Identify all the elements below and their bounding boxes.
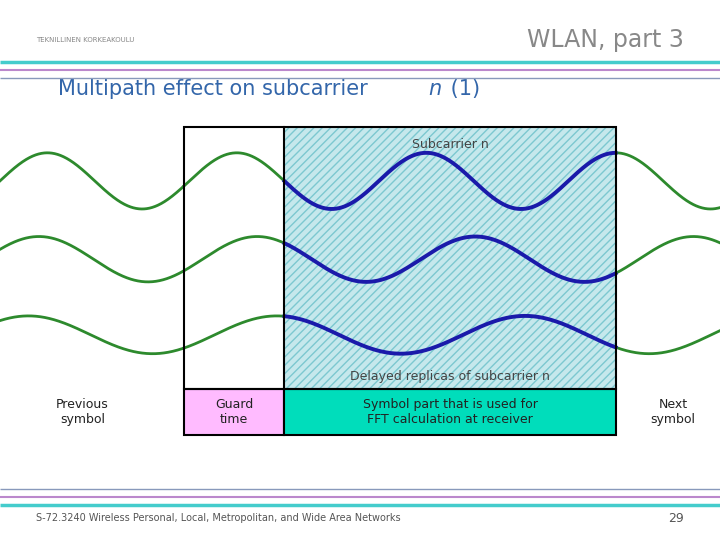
Text: 29: 29	[668, 512, 684, 525]
Text: TEKNILLINEN KORKEAKOULU: TEKNILLINEN KORKEAKOULU	[36, 37, 135, 44]
Bar	[184, 389, 284, 435]
Text: Multipath effect on subcarrier: Multipath effect on subcarrier	[58, 79, 374, 99]
Text: WLAN, part 3: WLAN, part 3	[527, 29, 684, 52]
Bar	[184, 127, 616, 389]
Text: S-72.3240 Wireless Personal, Local, Metropolitan, and Wide Area Networks: S-72.3240 Wireless Personal, Local, Metr…	[36, 514, 400, 523]
Bar	[284, 127, 616, 389]
Text: (1): (1)	[444, 79, 480, 99]
Text: n: n	[428, 79, 441, 99]
Text: Next
symbol: Next symbol	[651, 398, 696, 426]
Bar	[184, 127, 284, 389]
Text: Guard
time: Guard time	[215, 398, 253, 426]
Bar	[284, 389, 616, 435]
Text: Previous
symbol: Previous symbol	[56, 398, 109, 426]
Text: Subcarrier n: Subcarrier n	[412, 138, 488, 151]
Text: Symbol part that is used for
FFT calculation at receiver: Symbol part that is used for FFT calcula…	[363, 398, 537, 426]
Bar	[284, 127, 616, 389]
Text: Delayed replicas of subcarrier n: Delayed replicas of subcarrier n	[350, 370, 550, 383]
